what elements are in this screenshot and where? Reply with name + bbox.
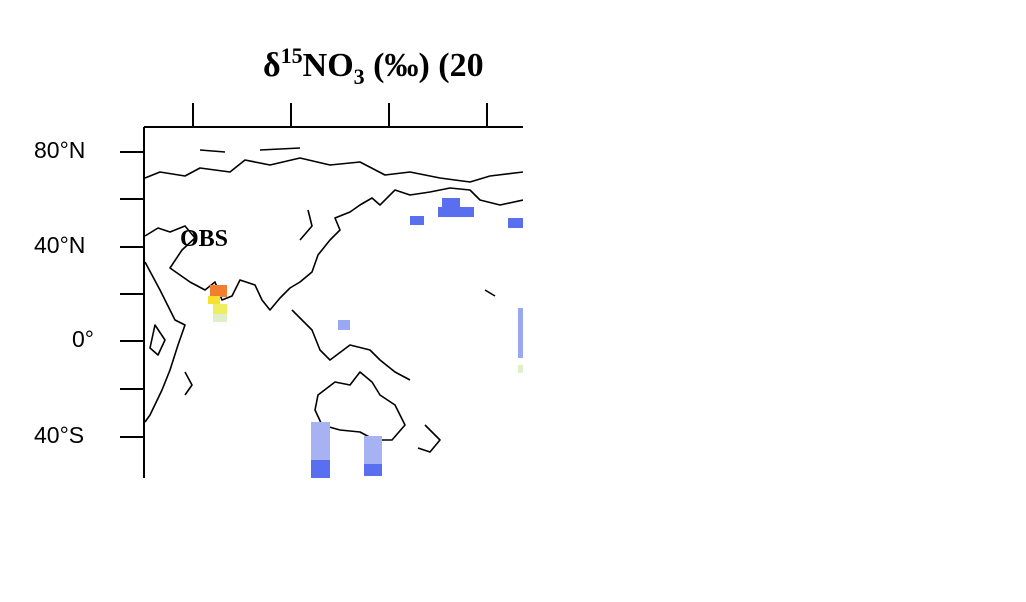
cell xyxy=(518,308,523,358)
cell xyxy=(338,320,350,330)
lat-label: 40°S xyxy=(34,422,84,448)
cell xyxy=(208,296,220,304)
data-cells xyxy=(208,198,523,478)
top-ticks xyxy=(192,103,488,127)
cell xyxy=(364,464,382,476)
cell xyxy=(518,365,523,373)
cell xyxy=(210,285,227,297)
title-delta: δ xyxy=(263,47,281,84)
map-title: δ15NO3 (‰) (20 xyxy=(263,43,484,89)
cell xyxy=(213,314,227,322)
left-ticks xyxy=(120,151,144,438)
title-rest: (‰) (20 xyxy=(365,47,484,84)
cell xyxy=(213,304,227,314)
obs-label: OBS xyxy=(180,226,228,252)
coastlines xyxy=(144,147,523,453)
cell xyxy=(438,207,474,217)
cell xyxy=(311,460,330,478)
title-subscript: 3 xyxy=(354,64,365,89)
lat-label: 0° xyxy=(72,326,94,352)
lat-label: 80°N xyxy=(34,137,85,163)
lat-label: 40°N xyxy=(34,232,85,258)
title-species: NO xyxy=(303,47,354,84)
cell xyxy=(410,216,424,225)
map-panel: δ15NO3 (‰) (20 80°N 40°N 0° 40°S xyxy=(34,43,523,478)
title-superscript: 15 xyxy=(281,43,303,68)
cell xyxy=(364,436,382,464)
cell xyxy=(442,198,460,208)
cell xyxy=(311,422,330,460)
cell xyxy=(508,218,523,228)
